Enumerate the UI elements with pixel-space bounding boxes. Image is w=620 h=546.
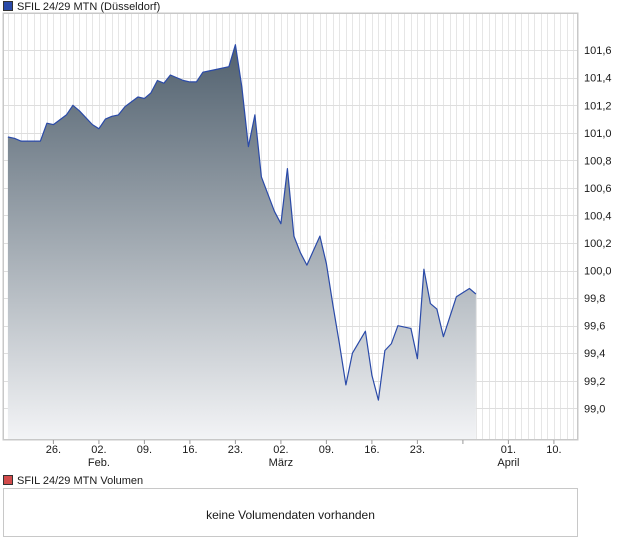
volume-legend-swatch-icon <box>3 475 13 485</box>
price-legend-label: SFIL 24/29 MTN (Düsseldorf) <box>17 1 161 13</box>
plot-border <box>3 13 578 440</box>
volume-empty-message: keine Volumendaten vorhanden <box>206 508 375 522</box>
x-month-label: Feb. <box>88 457 110 469</box>
x-tick-label: 10. <box>546 444 561 456</box>
y-tick-label: 100,8 <box>584 155 612 167</box>
y-tick-label: 101,6 <box>584 45 612 57</box>
y-tick-label: 101,0 <box>584 128 612 140</box>
x-tick-label: 09. <box>137 444 152 456</box>
x-tick-label: 02. <box>273 444 288 456</box>
y-tick-label: 100,4 <box>584 211 612 223</box>
x-month-label: April <box>497 457 519 469</box>
x-tick-label: 09. <box>319 444 334 456</box>
y-tick-label: 100,0 <box>584 266 612 278</box>
x-tick-label: 01. <box>501 444 516 456</box>
y-tick-label: 101,2 <box>584 100 612 112</box>
x-tick-label: 23. <box>410 444 425 456</box>
price-area <box>7 44 476 440</box>
y-tick-label: 99,8 <box>584 293 605 305</box>
price-chart: FS 101,6 101,4 101,2 101,0 100,8 100,6 100,4 100… <box>2 12 612 469</box>
volume-legend-label: SFIL 24/29 MTN Volumen <box>17 475 144 487</box>
y-tick-label: 99,2 <box>584 376 605 388</box>
x-tick-label: 16. <box>182 444 197 456</box>
price-line <box>7 44 477 401</box>
watermark-logo: FS <box>361 226 394 256</box>
volume-legend: SFIL 24/29 MTN Volumen <box>3 475 143 487</box>
x-tick-label: 23. <box>228 444 243 456</box>
price-legend-swatch-icon <box>3 1 13 11</box>
x-month-label: März <box>269 457 293 469</box>
y-tick-label: 101,4 <box>584 73 612 85</box>
y-tick-label: 100,6 <box>584 183 612 195</box>
y-tick-label: 100,2 <box>584 238 612 250</box>
price-legend: SFIL 24/29 MTN (Düsseldorf) <box>3 1 160 13</box>
x-tick-label: 02. <box>91 444 106 456</box>
volume-panel: keine Volumendaten vorhanden <box>3 488 578 537</box>
x-tick-label: 16. <box>364 444 379 456</box>
y-tick-label: 99,0 <box>584 403 605 415</box>
y-tick-label: 99,4 <box>584 348 605 360</box>
y-tick-label: 99,6 <box>584 321 605 333</box>
x-tick-label: 26. <box>46 444 61 456</box>
